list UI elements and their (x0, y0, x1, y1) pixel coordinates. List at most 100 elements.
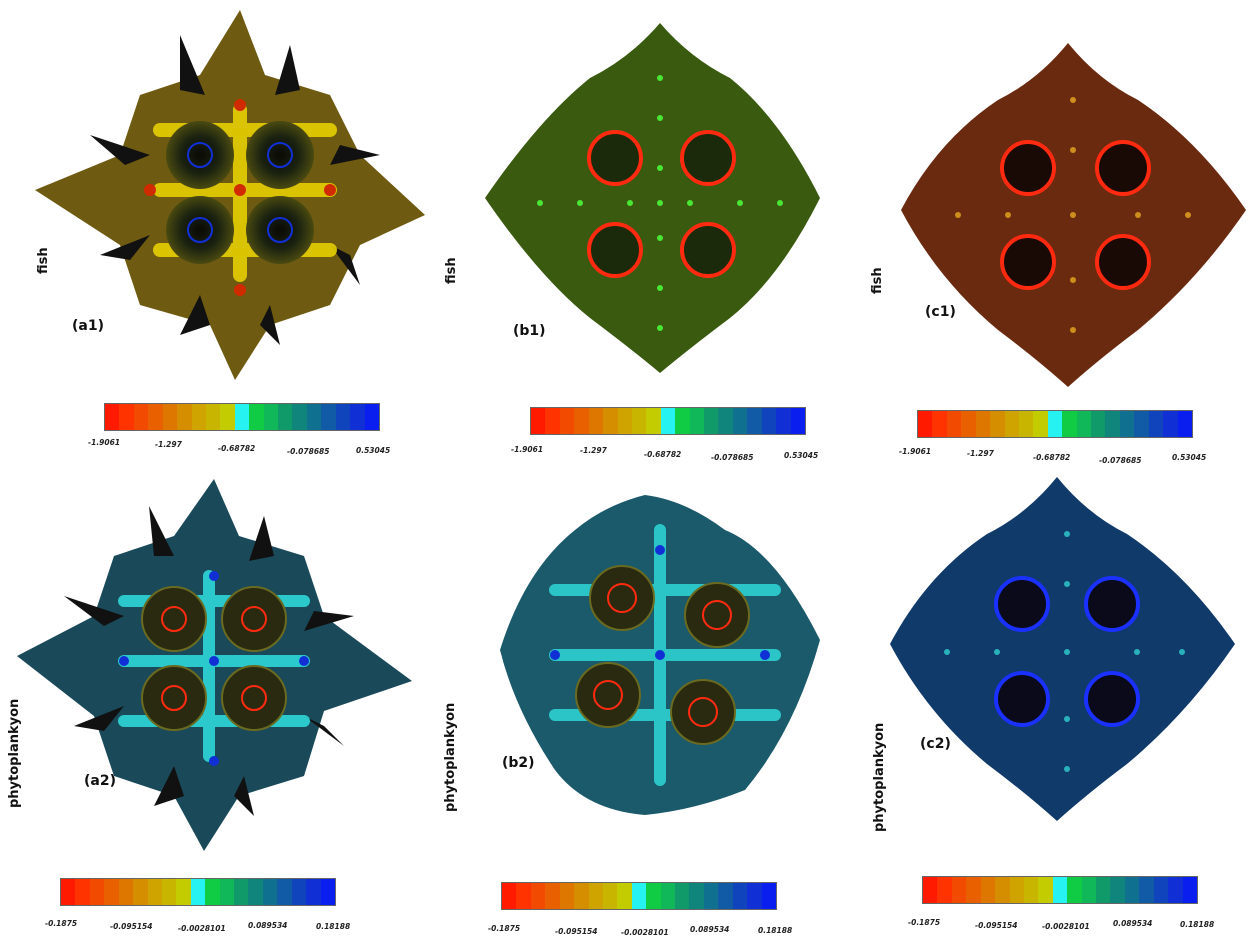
colorbar-swatch (588, 408, 604, 434)
colorbar-tick: -0.68782 (644, 450, 682, 459)
colorbar-swatch (545, 408, 560, 434)
panel-label-b2: (b2) (502, 755, 535, 771)
colorbar-swatch (1023, 877, 1039, 903)
colorbar-swatch (617, 408, 632, 434)
panel-label-a1: (a1) (72, 318, 104, 334)
colorbar-swatch (502, 883, 517, 909)
colorbar-swatch (1177, 411, 1193, 437)
colorbar-tick: 0.089534 (690, 925, 730, 934)
colorbar-tick: -1.297 (967, 449, 994, 458)
colorbar-tick: -0.0028101 (178, 924, 226, 933)
colorbar-swatch (747, 408, 762, 434)
colorbar-swatch (234, 879, 249, 905)
surface-plot-c1 (901, 43, 1246, 387)
colorbar-b1 (530, 407, 806, 435)
colorbar-swatch (1018, 411, 1034, 437)
colorbar-swatch (147, 879, 162, 905)
panel-label-b1: (b1) (513, 323, 546, 339)
colorbar-swatch (205, 879, 220, 905)
colorbar-swatch (1139, 877, 1154, 903)
colorbar-swatch (61, 879, 76, 905)
colorbar-a1 (104, 403, 380, 431)
colorbar-swatch (1110, 877, 1125, 903)
colorbar-swatch (923, 877, 938, 903)
colorbar-swatch (191, 404, 206, 430)
colorbar-swatch (320, 879, 336, 905)
colorbar-swatch (89, 879, 105, 905)
colorbar-swatch (574, 408, 589, 434)
colorbar-swatch (732, 408, 748, 434)
colorbar-swatch (531, 408, 546, 434)
colorbar-swatch (646, 408, 661, 434)
colorbar-swatch (1148, 411, 1164, 437)
colorbar-tick: -1.297 (155, 440, 182, 449)
colorbar-swatch (776, 408, 791, 434)
colorbar-swatch (1096, 877, 1111, 903)
colorbar-tick: -0.0028101 (1042, 922, 1090, 931)
colorbar-swatch (545, 883, 560, 909)
surface-plot-a2 (17, 479, 412, 851)
colorbar-swatch (75, 879, 90, 905)
colorbar-swatch (249, 404, 264, 430)
colorbar-swatch (761, 408, 777, 434)
colorbar-swatch (660, 883, 676, 909)
surface-plot-a1 (35, 10, 425, 380)
colorbar-swatch (133, 404, 149, 430)
colorbar-swatch (603, 408, 618, 434)
colorbar-swatch (1124, 877, 1140, 903)
colorbar-c2 (922, 876, 1198, 904)
colorbar-swatch (937, 877, 952, 903)
colorbar-swatch (966, 877, 981, 903)
panel-label-c1: (c1) (925, 304, 956, 320)
colorbar-tick: -0.095154 (975, 921, 1018, 930)
colorbar-tick: -0.078685 (1099, 456, 1142, 465)
colorbar-tick: -0.1875 (488, 924, 521, 933)
row-label-fish: fish (870, 267, 885, 294)
colorbar-swatch (277, 879, 292, 905)
colorbar-tick: -0.68782 (218, 444, 256, 453)
colorbar-tick: 0.53045 (1172, 453, 1207, 462)
colorbar-swatch (704, 408, 719, 434)
colorbar-swatch (1168, 877, 1183, 903)
colorbar-swatch (262, 879, 278, 905)
colorbar-tick: -0.68782 (1033, 453, 1071, 462)
colorbar-swatch (335, 404, 351, 430)
colorbar-tick: -0.0028101 (621, 928, 669, 937)
colorbar-swatch (718, 408, 733, 434)
colorbar-swatch (1009, 877, 1024, 903)
colorbar-swatch (306, 404, 322, 430)
colorbar-tick: -0.1875 (45, 919, 78, 928)
colorbar-tick: -1.297 (580, 446, 607, 455)
panel-label-a2: (a2) (84, 773, 116, 789)
colorbar-swatch (617, 883, 632, 909)
colorbar-swatch (321, 404, 336, 430)
row-label-phytoplankyon: phytoplankyon (872, 722, 887, 832)
colorbar-swatch (1033, 411, 1048, 437)
colorbar-swatch (190, 879, 206, 905)
colorbar-tick: 0.53045 (356, 446, 391, 455)
colorbar-swatch (105, 404, 120, 430)
colorbar-tick: -0.095154 (110, 922, 153, 931)
colorbar-tick: 0.18188 (316, 922, 351, 931)
colorbar-swatch (1153, 877, 1169, 903)
colorbar-swatch (675, 408, 690, 434)
colorbar-swatch (646, 883, 661, 909)
colorbar-swatch (588, 883, 603, 909)
panel-label-c2: (c2) (920, 736, 951, 752)
colorbar-swatch (975, 411, 991, 437)
surface-plot-b2 (500, 495, 820, 815)
colorbar-swatch (1038, 877, 1053, 903)
colorbar-swatch (205, 404, 221, 430)
colorbar-swatch (980, 877, 996, 903)
colorbar-swatch (1076, 411, 1092, 437)
colorbar-swatch (176, 879, 191, 905)
colorbar-swatch (790, 408, 806, 434)
colorbar-swatch (162, 404, 178, 430)
colorbar-tick: 0.089534 (248, 921, 288, 930)
colorbar-swatch (1062, 411, 1077, 437)
colorbar-swatch (761, 883, 777, 909)
colorbar-swatch (350, 404, 365, 430)
colorbar-swatch (946, 411, 962, 437)
colorbar-swatch (747, 883, 762, 909)
colorbar-swatch (602, 883, 618, 909)
